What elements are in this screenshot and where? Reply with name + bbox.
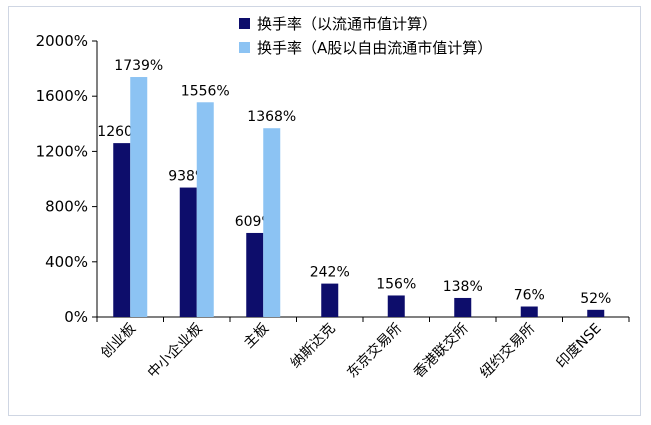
y-tick-label: 1200% bbox=[36, 142, 88, 160]
y-tick-label: 800% bbox=[45, 198, 88, 216]
data-label-series1: 242% bbox=[310, 265, 350, 281]
x-category-label: 香港联交所 bbox=[410, 320, 472, 382]
x-category-label: 纳斯达克 bbox=[288, 321, 339, 372]
bar-series1 bbox=[179, 187, 197, 317]
bar-series1 bbox=[113, 143, 131, 317]
bar-series1 bbox=[587, 309, 605, 317]
data-label-series1: 156% bbox=[376, 276, 416, 292]
data-label-series2: 1739% bbox=[114, 58, 163, 74]
data-label-series1: 138% bbox=[443, 279, 483, 295]
chart-frame: 0% 400% 800% 1200% 1600% 2000% 1260% 1739% 创业板 93… bbox=[8, 6, 641, 416]
bar-series1 bbox=[387, 295, 405, 317]
legend-swatch bbox=[239, 42, 250, 53]
x-category-label: 主板 bbox=[241, 321, 272, 352]
bar-series2 bbox=[130, 77, 148, 317]
x-category-label: 东京交易所 bbox=[344, 320, 406, 382]
legend-label: 换手率（以流通市值计算） bbox=[257, 15, 437, 33]
y-tick-label: 1600% bbox=[36, 87, 88, 105]
data-label-series1: 76% bbox=[514, 288, 545, 304]
legend-label: 换手率（A股以自由流通市值计算） bbox=[257, 39, 492, 57]
data-label-series2: 1368% bbox=[247, 109, 296, 125]
bar-series1 bbox=[520, 306, 538, 317]
bar-series2 bbox=[196, 102, 214, 317]
data-label-series2: 1556% bbox=[181, 83, 230, 99]
legend-swatch bbox=[239, 18, 250, 29]
data-label-series1: 52% bbox=[580, 291, 611, 307]
x-category-label: 印度NSE bbox=[554, 321, 605, 372]
bar-series1 bbox=[246, 232, 264, 317]
y-tick-label: 2000% bbox=[36, 32, 88, 50]
bar-series1 bbox=[454, 297, 472, 317]
y-tick-label: 400% bbox=[45, 253, 88, 271]
x-category-label: 创业板 bbox=[98, 321, 139, 362]
x-category-label: 中小企业板 bbox=[144, 320, 206, 382]
bar-series2 bbox=[263, 128, 281, 317]
x-category-label: 纽约交易所 bbox=[477, 320, 539, 382]
y-tick-label: 0% bbox=[64, 308, 88, 326]
bar-chart: 0%400%800%1200%1600%2000%1260%1739%创业板93… bbox=[36, 15, 630, 382]
bar-series1 bbox=[321, 283, 339, 317]
